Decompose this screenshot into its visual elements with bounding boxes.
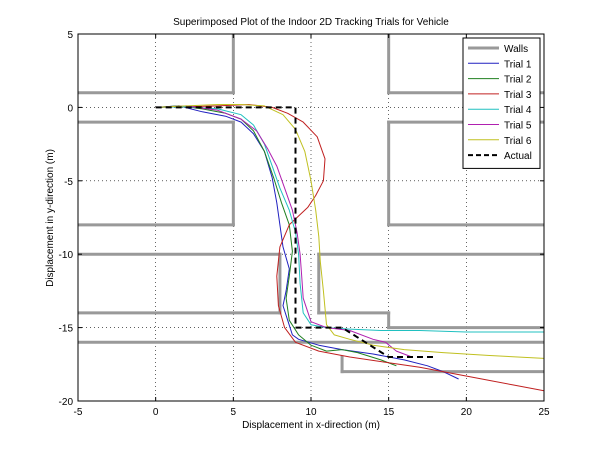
- x-tick-label: -5: [74, 407, 83, 418]
- legend: Walls Trial 1 Trial 2 Trial 3 Trial 4 Trial 5…: [462, 37, 541, 169]
- x-tick-label: 0: [153, 407, 159, 418]
- x-tick-label: 5: [231, 407, 237, 418]
- x-tick-label: 10: [305, 407, 317, 418]
- legend-label: Walls: [504, 44, 528, 55]
- chart-title: Superimposed Plot of the Indoor 2D Track…: [173, 17, 449, 28]
- legend-label: Actual: [504, 151, 532, 162]
- legend-label: Trial 3: [504, 90, 532, 101]
- series-line-trial-3: [155, 104, 544, 392]
- legend-label: Trial 2: [504, 75, 532, 86]
- legend-label: Trial 4: [504, 105, 532, 116]
- y-tick-label: -10: [59, 250, 74, 261]
- x-tick-label: 20: [461, 407, 473, 418]
- legend-label: Trial 1: [504, 59, 532, 70]
- x-tick-label: 25: [538, 407, 550, 418]
- legend-box: [462, 37, 541, 169]
- y-tick-label: -5: [64, 177, 73, 188]
- legend-label: Trial 6: [504, 136, 532, 147]
- x-axis-label: Displacement in x-direction (m): [242, 420, 380, 431]
- y-axis-label: Displacement in y-direction (m): [45, 149, 56, 287]
- series-line-trial-6: [155, 104, 544, 359]
- x-tick-label: 15: [383, 407, 395, 418]
- series-line-trial-1: [155, 105, 459, 380]
- axis-ticks: -5 0 5 10 15 20 25 -20 -15 -10 -5 0 5: [59, 30, 550, 418]
- series-line-trial-5: [155, 105, 413, 358]
- series-line-actual: [155, 106, 436, 358]
- series-line-trial-4: [155, 106, 544, 333]
- y-tick-label: 5: [67, 30, 73, 41]
- legend-label: Trial 5: [504, 121, 532, 132]
- y-tick-label: -15: [59, 324, 74, 335]
- y-tick-label: -20: [59, 397, 74, 408]
- series-layer: [155, 104, 544, 392]
- y-tick-label: 0: [67, 103, 73, 114]
